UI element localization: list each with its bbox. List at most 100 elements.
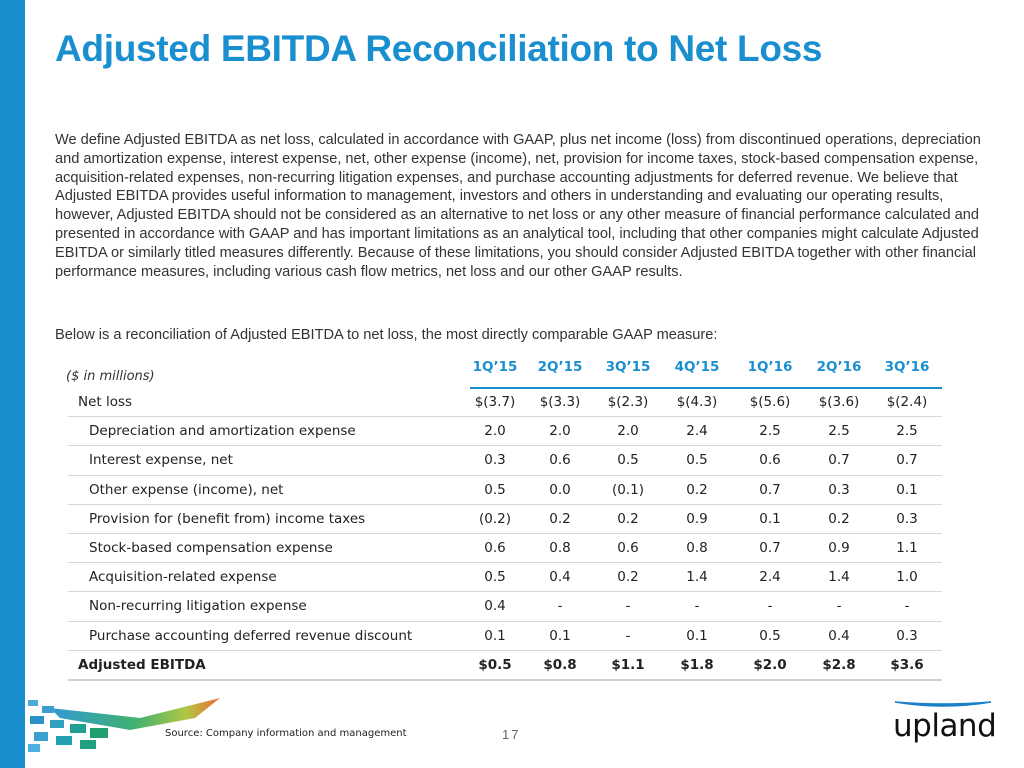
cell-value: 2.5 [896, 423, 918, 440]
table-row: Other expense (income), net 0.5 0.0 (0.1) 0.… [68, 476, 942, 505]
table-row: Purchase accounting deferred revenue dis… [68, 622, 942, 651]
cell-value: $1.1 [611, 656, 645, 673]
row-label: Stock-based compensation expense [89, 539, 333, 556]
cell-value: - [625, 598, 631, 615]
cell-value: 0.1 [484, 627, 506, 644]
cell-value: 0.5 [617, 452, 639, 469]
cell-value: 0.3 [896, 627, 918, 644]
cell-value: 0.6 [759, 452, 781, 469]
cell-value: 2.0 [549, 423, 571, 440]
cell-value: 0.2 [828, 510, 850, 527]
cell-value: $(3.3) [539, 394, 581, 410]
cell-value: 0.8 [686, 539, 708, 556]
cell-value: $(2.4) [886, 394, 928, 410]
cell-value: 0.2 [549, 510, 571, 527]
cell-value: $(3.7) [474, 394, 516, 410]
cell-value: 0.7 [759, 539, 781, 556]
source-note: Source: Company information and manageme… [165, 728, 407, 739]
cell-value: 0.4 [549, 569, 571, 586]
reconciliation-lead-text: Below is a reconciliation of Adjusted EB… [55, 327, 718, 343]
row-label: Adjusted EBITDA [78, 656, 206, 673]
upland-logo: upland [893, 700, 997, 748]
cell-value: (0.1) [611, 481, 644, 498]
cell-value: 1.0 [896, 569, 918, 586]
cell-value: 0.5 [484, 569, 506, 586]
cell-value: 0.5 [484, 481, 506, 498]
cell-value: 0.6 [617, 539, 639, 556]
cell-value: 2.5 [759, 423, 781, 440]
cell-value: 0.5 [759, 627, 781, 644]
cell-value: 0.7 [759, 481, 781, 498]
cell-value: $(5.6) [749, 394, 791, 410]
table-row: Adjusted EBITDA $0.5 $0.8 $1.1 $1.8 $2.0 $2.8 $… [68, 651, 942, 681]
cell-value: $(2.3) [607, 394, 649, 410]
column-header: 3Q’16 [884, 359, 930, 375]
row-label: Other expense (income), net [89, 481, 284, 498]
cell-value: $(4.3) [676, 394, 718, 410]
table-header: 1Q’15 2Q’15 3Q’15 4Q’15 1Q’16 2Q’16 3Q’16 [68, 356, 942, 389]
cell-value: 2.4 [686, 423, 708, 440]
cell-value: (0.2) [478, 510, 511, 527]
cell-value: 0.1 [896, 481, 918, 498]
row-label: Acquisition-related expense [89, 569, 277, 586]
cell-value: - [625, 627, 631, 644]
logo-text: upland [893, 708, 997, 744]
cell-value: 0.8 [549, 539, 571, 556]
page-number: 17 [502, 727, 521, 742]
cell-value: 0.0 [549, 481, 571, 498]
cell-value: $2.0 [753, 656, 787, 673]
cell-value: 0.5 [686, 452, 708, 469]
cell-value: - [694, 598, 700, 615]
cell-value: 0.2 [617, 510, 639, 527]
cell-value: 0.4 [828, 627, 850, 644]
reconciliation-table: 1Q’15 2Q’15 3Q’15 4Q’15 1Q’16 2Q’16 3Q’16 Net … [68, 356, 942, 681]
column-header: 1Q’15 [472, 359, 518, 375]
cell-value: 0.1 [686, 627, 708, 644]
cell-value: 2.5 [828, 423, 850, 440]
cell-value: - [836, 598, 842, 615]
cell-value: 0.9 [828, 539, 850, 556]
column-header: 2Q’16 [816, 359, 862, 375]
row-label: Net loss [78, 394, 133, 410]
cell-value: 0.1 [549, 627, 571, 644]
column-header: 1Q’16 [747, 359, 793, 375]
row-label: Depreciation and amortization expense [89, 423, 356, 440]
table-row: Acquisition-related expense 0.5 0.4 0.2 1.4 2… [68, 563, 942, 593]
cell-value: 0.2 [686, 481, 708, 498]
cell-value: 2.0 [484, 423, 506, 440]
table-row: Depreciation and amortization expense 2.0… [68, 417, 942, 447]
row-label: Non-recurring litigation expense [89, 598, 307, 615]
column-header: 2Q’15 [537, 359, 583, 375]
cell-value: $3.6 [890, 656, 924, 673]
left-accent-bar [0, 0, 25, 768]
cell-value: - [904, 598, 910, 615]
cell-value: 0.7 [828, 452, 850, 469]
cell-value: - [557, 598, 563, 615]
table-row: Stock-based compensation expense 0.6 0.8 0.… [68, 534, 942, 564]
cell-value: 0.9 [686, 510, 708, 527]
cell-value: 1.4 [686, 569, 708, 586]
cell-value: $2.8 [822, 656, 856, 673]
units-label: ($ in millions) [66, 369, 155, 384]
cell-value: 0.6 [549, 452, 571, 469]
cell-value: 0.7 [896, 452, 918, 469]
cell-value: 0.2 [617, 569, 639, 586]
row-label: Purchase accounting deferred revenue dis… [89, 627, 413, 644]
cell-value: 0.3 [828, 481, 850, 498]
cell-value: 0.1 [759, 510, 781, 527]
cell-value: $1.8 [680, 656, 714, 673]
cell-value: 2.4 [759, 569, 781, 586]
cell-value: 0.4 [484, 598, 506, 615]
table-row: Interest expense, net 0.3 0.6 0.5 0.5 0.6 0.7 0… [68, 446, 942, 476]
column-header: 4Q’15 [674, 359, 720, 375]
column-header: 3Q’15 [605, 359, 651, 375]
cell-value: 0.3 [896, 510, 918, 527]
cell-value: 1.4 [828, 569, 850, 586]
page-title: Adjusted EBITDA Reconciliation to Net Lo… [55, 28, 823, 69]
table-row: Non-recurring litigation expense 0.4 - - - - -… [68, 592, 942, 622]
cell-value: 1.1 [896, 539, 918, 556]
logo-swoosh-icon [894, 701, 992, 707]
cell-value: - [767, 598, 773, 615]
decorative-tiles-graphic [28, 698, 220, 752]
row-label: Interest expense, net [89, 452, 233, 469]
